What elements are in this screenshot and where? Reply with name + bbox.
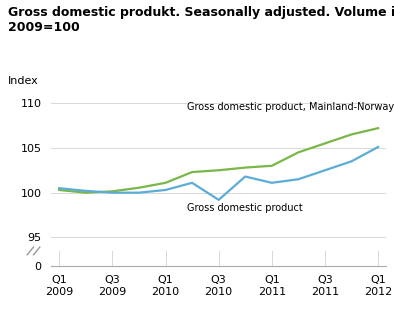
Text: Gross domestic product, Mainland-Norway: Gross domestic product, Mainland-Norway (187, 102, 394, 112)
Text: Index: Index (7, 76, 39, 86)
Text: Gross domestic product: Gross domestic product (187, 204, 303, 213)
Text: Gross domestic produkt. Seasonally adjusted. Volume indices.
2009=100: Gross domestic produkt. Seasonally adjus… (8, 6, 394, 34)
